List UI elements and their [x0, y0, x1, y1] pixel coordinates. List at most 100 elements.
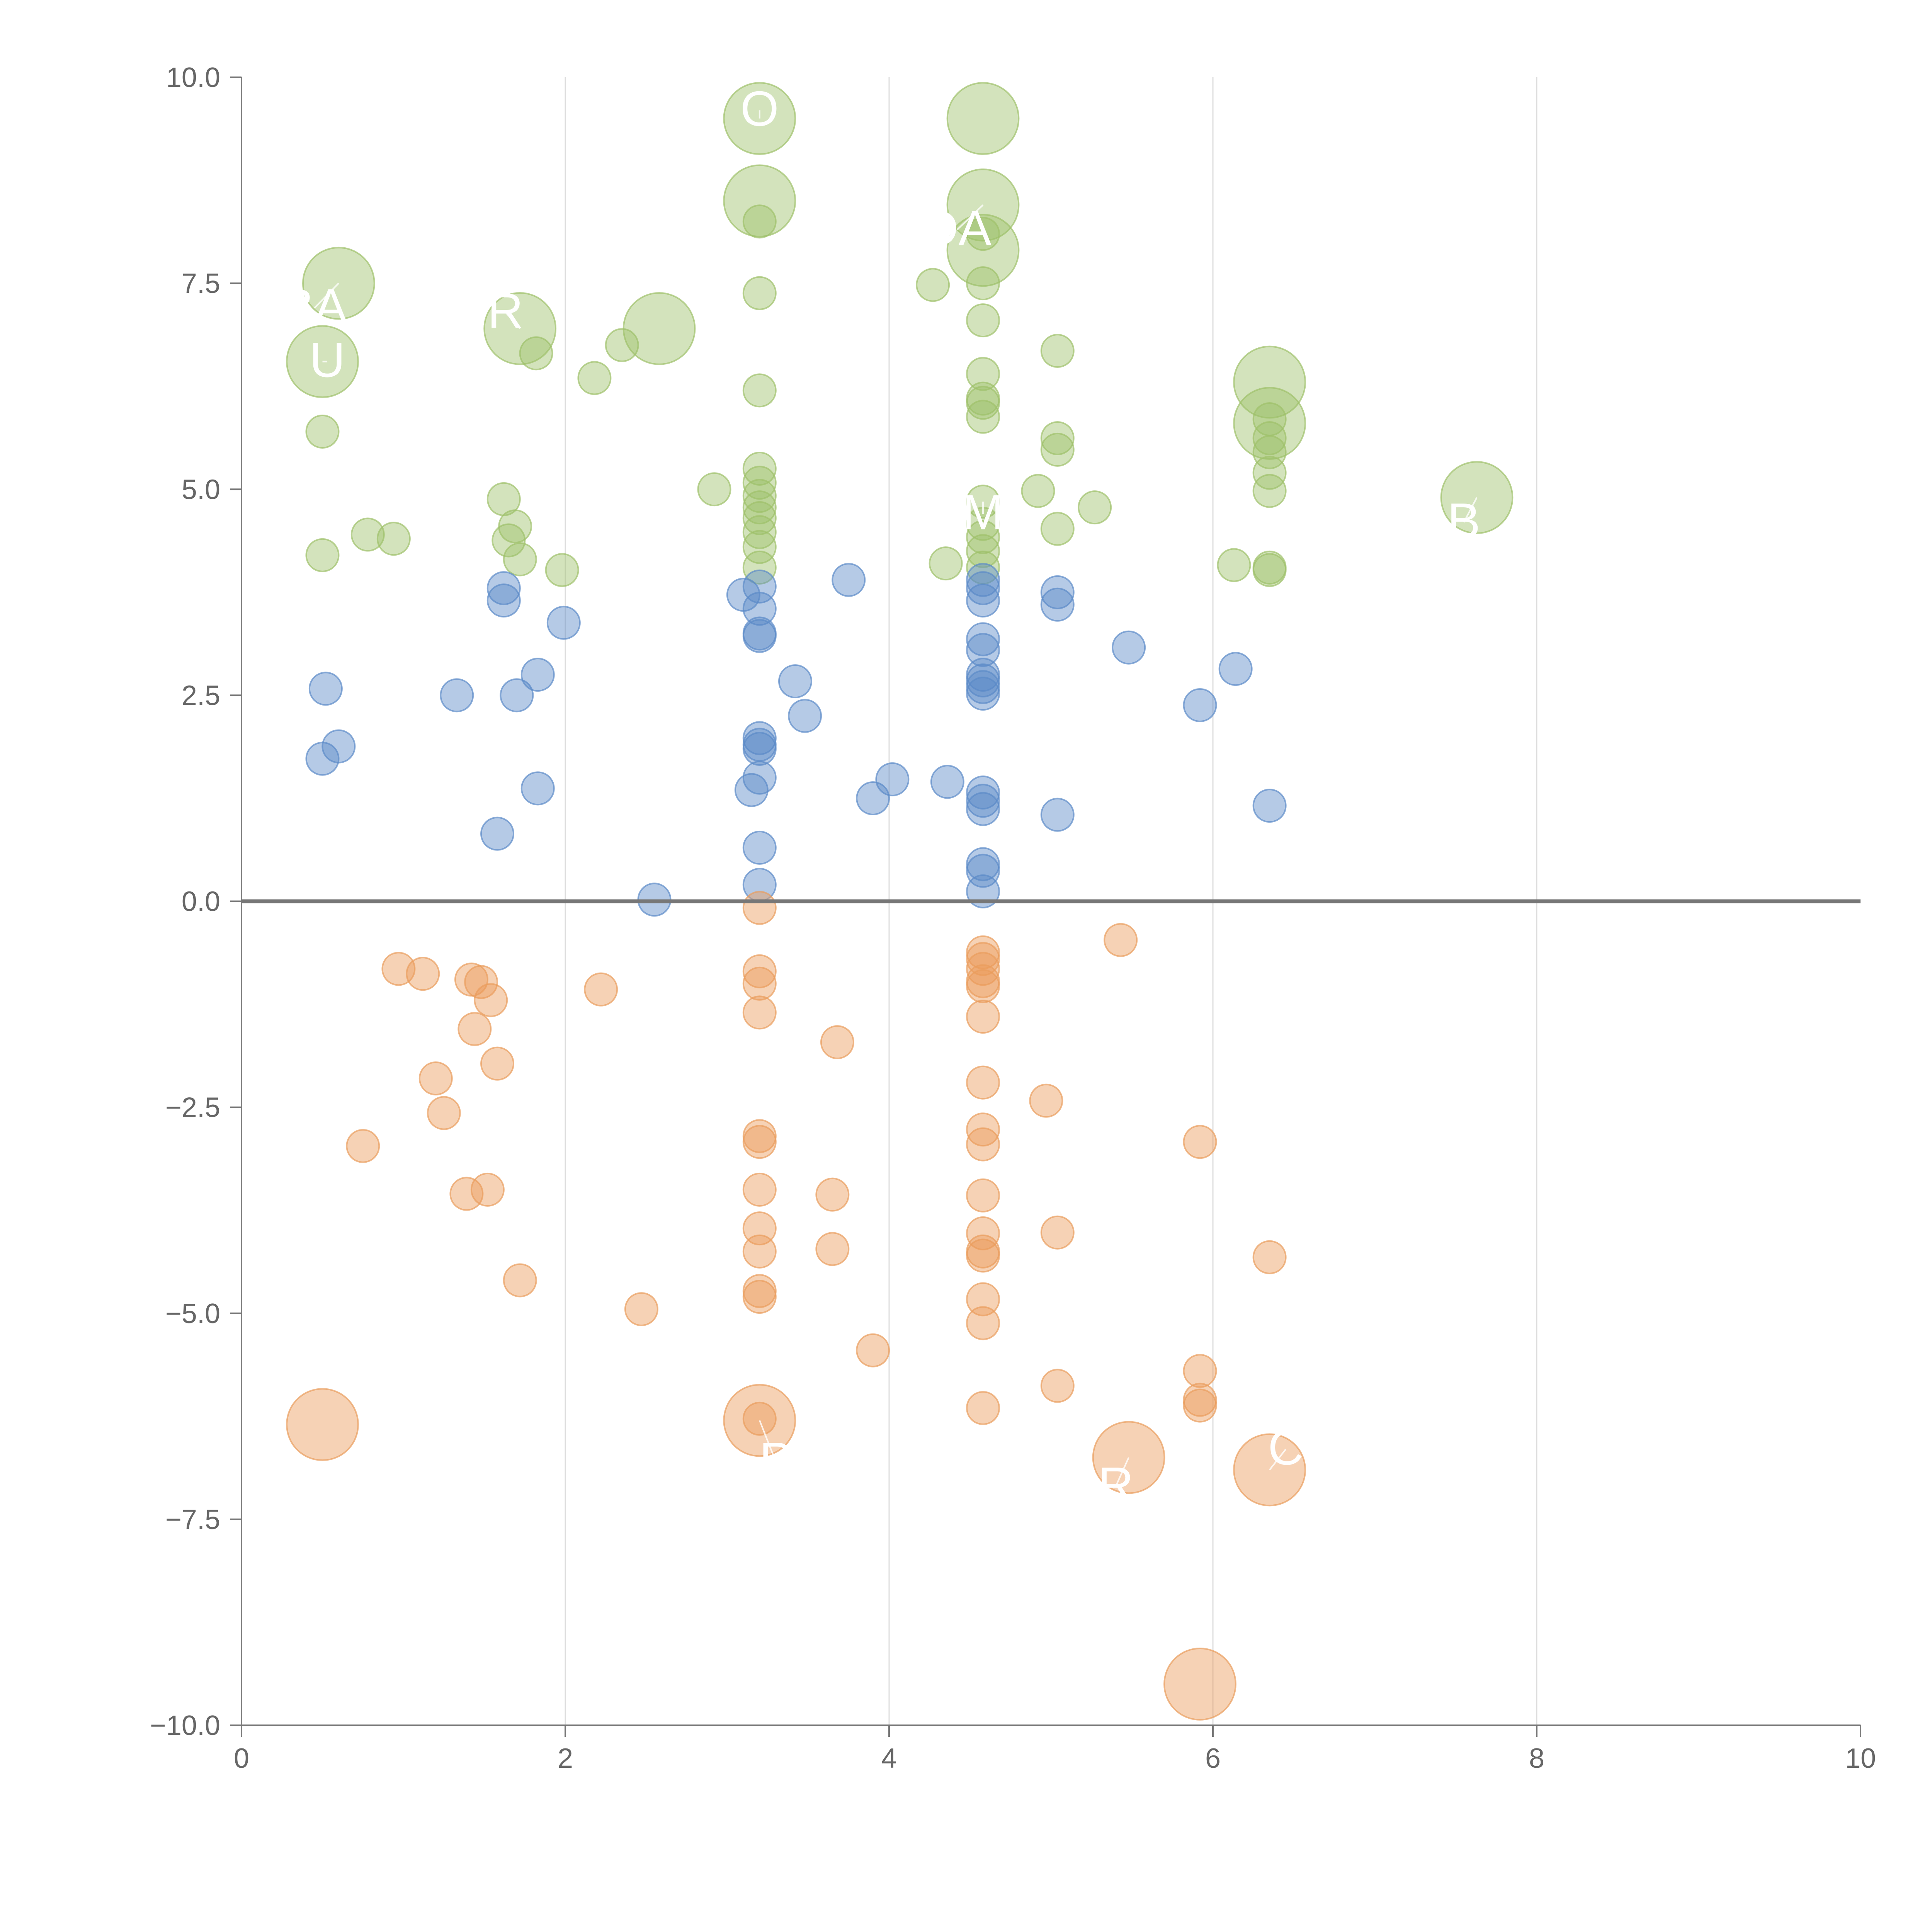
bubble-point — [778, 664, 812, 699]
bubble-point — [875, 762, 910, 796]
bubble-point — [966, 563, 1000, 597]
bubble-point — [966, 400, 1000, 434]
bubble-point — [486, 583, 521, 618]
bubble-point — [286, 1388, 359, 1461]
bubble-point — [1183, 1388, 1217, 1423]
x-tick-label: 10 — [1845, 1743, 1876, 1774]
bubble-point — [966, 1112, 1000, 1147]
y-tick-label: −7.5 — [165, 1504, 220, 1535]
bubble-point — [440, 678, 474, 713]
bubble-point — [1078, 490, 1112, 525]
bubble-point — [742, 1211, 777, 1246]
bubble-point — [470, 1172, 505, 1207]
bubble-point — [1183, 1354, 1217, 1388]
bubble-point — [1252, 553, 1287, 587]
bubble-point — [966, 1000, 1000, 1034]
bubble-point — [464, 965, 498, 999]
bubble-point — [1040, 333, 1075, 368]
bubble-point — [1021, 474, 1055, 508]
bubble-point — [966, 633, 1000, 667]
bubble-point — [1040, 1369, 1075, 1403]
bubble-point — [449, 1177, 484, 1211]
bubble-point — [966, 792, 1000, 826]
bubble-point — [519, 336, 553, 371]
bubble-point — [966, 303, 1000, 338]
bubble-point — [966, 1238, 1000, 1273]
y-tick-label: 7.5 — [182, 268, 220, 299]
bubble-point — [966, 583, 1000, 618]
bubble-point — [742, 760, 777, 795]
bubble-point — [742, 451, 777, 486]
bubble-label: R — [1098, 1458, 1133, 1513]
bubble-point — [966, 357, 1000, 391]
bubble-point — [577, 361, 612, 395]
bubble-point — [418, 1061, 453, 1095]
bubble-point — [966, 520, 1000, 554]
bubble-point — [742, 490, 777, 525]
bubble-point — [545, 553, 579, 587]
x-tick-label: 4 — [881, 1743, 897, 1774]
bubble-point — [742, 1125, 777, 1159]
x-axis-ticks: 0 2 4 6 8 10 — [234, 1725, 1876, 1774]
bubble-point — [832, 563, 866, 597]
bubble-point — [815, 1232, 850, 1266]
y-tick-label: 0.0 — [182, 886, 220, 917]
label-leader-line — [1115, 1457, 1129, 1487]
label-leader-line — [956, 204, 984, 230]
bubble-point — [1183, 1125, 1217, 1159]
bubble-point — [742, 995, 777, 1030]
bubble-point — [966, 952, 1000, 986]
bubble-point — [1040, 575, 1075, 609]
bubble-point — [1040, 421, 1075, 456]
bubble-point — [1233, 345, 1306, 419]
bubble-label: DA — [923, 201, 992, 256]
bubble-point — [474, 983, 508, 1017]
bubble-point — [1040, 587, 1075, 622]
bubble-point — [1218, 652, 1253, 686]
bubble-point — [520, 771, 555, 806]
bubble-label: BA — [281, 279, 347, 334]
bubble-point — [624, 1292, 658, 1327]
bubble-point — [498, 509, 532, 544]
bubble-point — [500, 678, 534, 713]
bubble-point — [966, 969, 1000, 1003]
bubble-point — [856, 1333, 890, 1367]
x-tick-label: 8 — [1529, 1743, 1544, 1774]
bubble-point — [1252, 456, 1287, 490]
bubble-point — [966, 1127, 1000, 1162]
bubble-point — [305, 414, 340, 449]
bubble-point — [376, 522, 411, 556]
bubble-point — [546, 605, 581, 640]
bubble-point — [930, 765, 964, 799]
bubble-point — [346, 1129, 380, 1163]
y-axis-ticks: 10.0 7.5 5.0 2.5 0.0 −2.5 −5.0 −7.5 −10.0 — [150, 62, 242, 1741]
bubble-point — [966, 784, 1000, 818]
bubble-point — [503, 1263, 537, 1298]
bubble-point — [946, 82, 1020, 155]
label-leader-line — [505, 311, 521, 329]
bubble-point — [406, 957, 440, 991]
bubble-point — [305, 538, 340, 572]
bubble-point — [742, 592, 777, 626]
bubble-point — [820, 1025, 854, 1060]
bubble-point — [916, 268, 950, 302]
bubble-point — [1252, 1240, 1287, 1274]
bubble-point — [520, 658, 555, 692]
bubble-point — [1104, 923, 1138, 957]
bubble-point — [742, 501, 777, 535]
bubble-point — [742, 530, 777, 564]
bubble-point — [742, 204, 777, 239]
bubble-point — [503, 542, 537, 577]
bubble-point — [742, 891, 777, 925]
x-tick-label: 0 — [234, 1743, 249, 1774]
bubble-point — [622, 292, 696, 365]
bubble-point — [742, 731, 777, 766]
bubble-point — [1252, 789, 1287, 823]
bubble-point — [966, 1282, 1000, 1316]
bubble-label: O — [740, 81, 779, 136]
label-leader-line — [1463, 497, 1478, 523]
bubble-point — [742, 830, 777, 865]
bubble-point — [788, 699, 822, 733]
bubble-point — [742, 619, 777, 653]
bubble-point — [457, 1012, 492, 1046]
